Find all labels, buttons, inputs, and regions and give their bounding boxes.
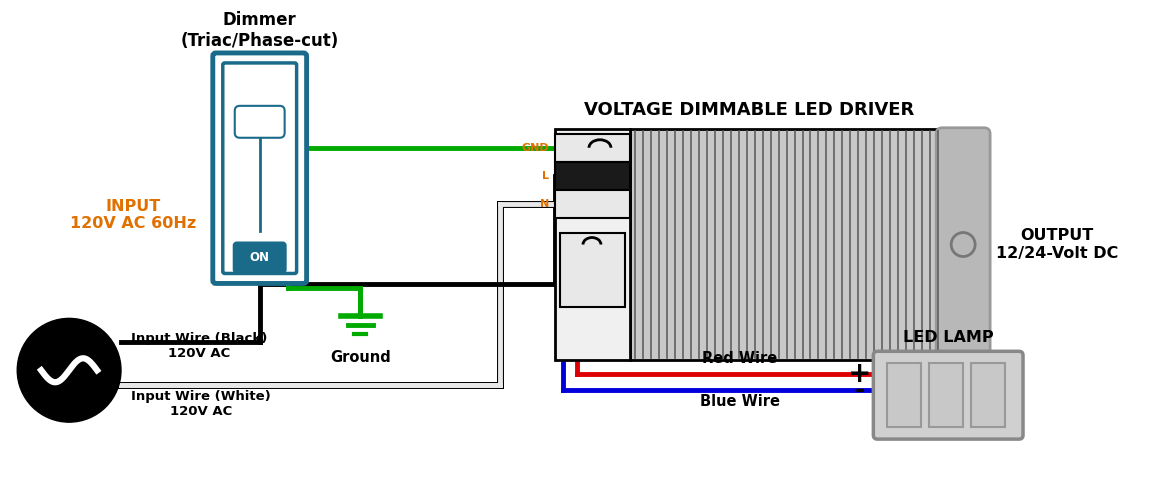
Text: Input Wire (Black)
120V AC: Input Wire (Black) 120V AC xyxy=(131,332,267,360)
FancyBboxPatch shape xyxy=(223,63,297,273)
Bar xyxy=(555,162,630,190)
Text: Ground: Ground xyxy=(331,350,391,366)
Text: Input Wire (White)
120V AC: Input Wire (White) 120V AC xyxy=(131,390,271,418)
Text: LED LAMP: LED LAMP xyxy=(903,330,993,346)
FancyBboxPatch shape xyxy=(234,243,286,272)
Text: OUTPUT
12/24-Volt DC: OUTPUT 12/24-Volt DC xyxy=(996,228,1119,261)
Text: L: L xyxy=(542,171,549,181)
Text: GND: GND xyxy=(521,143,549,153)
Bar xyxy=(630,129,942,360)
FancyBboxPatch shape xyxy=(873,351,1023,439)
Text: Blue Wire: Blue Wire xyxy=(699,394,779,409)
Text: Dimmer
(Triac/Phase-cut): Dimmer (Triac/Phase-cut) xyxy=(180,11,339,50)
Text: -: - xyxy=(854,378,865,402)
Bar xyxy=(888,363,921,427)
Text: +: + xyxy=(847,360,872,388)
FancyBboxPatch shape xyxy=(936,128,990,361)
FancyBboxPatch shape xyxy=(235,106,284,138)
Text: INPUT
120V AC 60Hz: INPUT 120V AC 60Hz xyxy=(69,199,197,231)
Circle shape xyxy=(17,318,121,422)
Bar xyxy=(555,129,630,360)
Text: VOLTAGE DIMMABLE LED DRIVER: VOLTAGE DIMMABLE LED DRIVER xyxy=(584,101,913,119)
Bar xyxy=(555,190,630,218)
Text: N: N xyxy=(540,199,549,209)
Bar xyxy=(555,134,630,162)
Text: ON: ON xyxy=(250,251,269,264)
Bar xyxy=(971,363,1005,427)
Bar xyxy=(560,233,625,307)
FancyBboxPatch shape xyxy=(213,53,306,284)
Bar xyxy=(929,363,963,427)
Text: Red Wire: Red Wire xyxy=(702,351,777,366)
